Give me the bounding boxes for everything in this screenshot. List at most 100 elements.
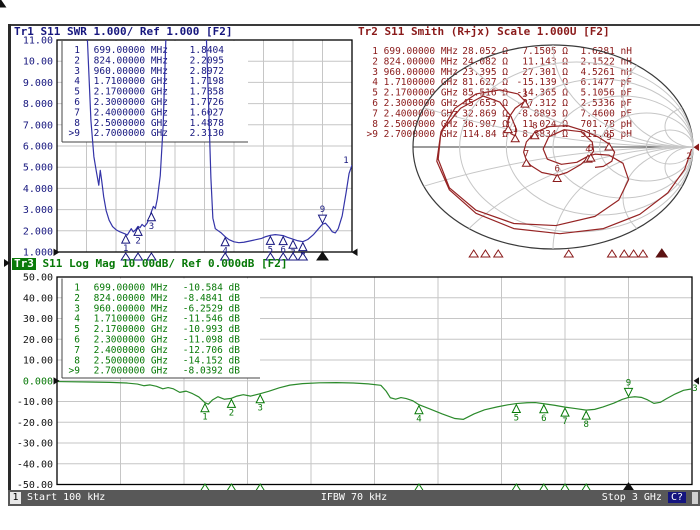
smith-marker-number: 2 (505, 116, 510, 126)
tr2-marker-row-cell: 1.7100000 GHz (384, 77, 458, 88)
stimulus-marker (618, 249, 630, 258)
smith-marker (604, 141, 614, 151)
tr1-marker-row-cell: 5 (74, 87, 80, 98)
trace-marker (511, 403, 522, 414)
trace2-title[interactable]: Tr2 S11 Smith (R+jx) Scale 1.000U [F2] (358, 25, 610, 38)
tr2-ref-arrow-icon (693, 143, 699, 151)
tr3-marker-row-cell: 6 (74, 335, 80, 346)
stimulus-marker (219, 252, 231, 261)
tr2-marker-row-cell: 4.5261 nH (581, 67, 633, 78)
trace-marker-number: 2 (229, 408, 234, 418)
tr1-y-tick: 11.00 (23, 36, 53, 47)
tr2-marker-row-cell: 85.516 Ω (462, 88, 508, 99)
tr1-marker-row-cell: 2.3000000 GHz (94, 97, 168, 108)
smith-marker (503, 124, 514, 134)
tr2-marker-row-cell: 81.627 Ω (462, 77, 508, 88)
channel-number[interactable]: 1 (10, 492, 21, 504)
trace-marker-number: 7 (562, 417, 567, 427)
stop-frequency-group: Stop 3 GHz C? (602, 492, 686, 504)
tr1-marker-row-cell: 6 (74, 97, 80, 108)
screen-left-border (8, 24, 11, 490)
trace1-title[interactable]: Tr1 S11 SWR 1.000/ Ref 1.000 [F2] (14, 25, 233, 38)
tr2-marker-row-cell: 11.143 Ω (522, 56, 568, 67)
tr1-marker-row-cell: 2.4000000 GHz (94, 107, 168, 118)
trace-marker (265, 235, 276, 245)
tr1-marker-row-cell: 699.00000 MHz (94, 45, 168, 56)
trace-marker-active (317, 214, 328, 225)
smith-marker-number: 6 (554, 165, 559, 175)
tr2-marker-row-cell: 511.85 pH (581, 129, 633, 140)
trace-marker-number: 3 (149, 222, 154, 232)
tr2-marker-row-cell: 2 (372, 56, 378, 67)
trace-marker-active (623, 387, 634, 398)
trace-marker-number: 3 (257, 404, 262, 414)
stimulus-marker (628, 249, 640, 258)
tr2-marker-row-cell: 27.301 Ω (522, 67, 568, 78)
trace-marker (298, 241, 308, 252)
tr2-marker-row-cell: 3 (372, 67, 378, 78)
tr2-marker-row-cell: 24.082 Ω (462, 56, 508, 67)
trace-marker (133, 226, 143, 236)
trace-marker-number: 2 (135, 236, 140, 246)
tr1-y-tick: 1.000 (23, 248, 53, 259)
tr2-marker-row-cell: -8.8893 Ω (517, 108, 569, 119)
tr2-marker-row-cell: 2.1522 nH (581, 56, 633, 67)
tr3-marker-row-cell: -10.584 dB (183, 283, 240, 294)
tr3-ref-arrow-icon (53, 377, 60, 385)
smith-resistance-circle (645, 129, 694, 165)
trace-marker (288, 239, 298, 249)
tr1-marker-row-cell: 2.3130 (190, 128, 225, 139)
tr2-marker-row-cell: 824.00000 MHz (384, 56, 458, 67)
tr3-marker-row-cell: 1.7100000 GHz (94, 314, 168, 325)
tr1-marker-table-bg (62, 41, 248, 142)
tr2-marker-row-cell: 7.4600 pF (581, 108, 633, 119)
tr3-marker-row-cell: 7 (74, 345, 80, 356)
tr2-marker-row-cell: 960.00000 MHz (384, 67, 458, 78)
tr3-y-tick: 30.00 (23, 314, 53, 325)
tr3-marker-row-cell: >9 (69, 366, 81, 377)
trace-marker (539, 403, 549, 414)
tr3-marker-table-bg (62, 278, 260, 378)
tr1-plot-border (56, 39, 353, 253)
tr3-marker-row-cell: 2.5000000 GHz (94, 355, 168, 366)
trace3-header[interactable]: Tr3 S11 Log Mag 10.00dB/ Ref 0.000dB [F2… (4, 258, 288, 270)
tr1-marker-row-cell: >9 (69, 128, 81, 139)
tr1-y-tick: 8.000 (23, 99, 53, 110)
tr3-marker-row-cell: 5 (74, 324, 80, 335)
tr1-trace-number: 1 (343, 156, 348, 166)
tr3-marker-row-cell: 2.7000000 GHz (94, 366, 168, 377)
trace-marker (560, 406, 570, 417)
smith-marker (520, 99, 530, 108)
tr3-marker-row-cell: -11.546 dB (183, 314, 240, 325)
tr1-marker-row-cell: 1.7726 (190, 97, 225, 108)
stimulus-marker (468, 249, 480, 258)
tr2-trace-number: 2 (686, 152, 691, 162)
tr1-marker-row-cell: 8 (74, 118, 80, 129)
smith-reactance-arc (664, 146, 693, 189)
tr1-marker-row-cell: 1.7198 (190, 76, 225, 87)
tr3-y-tick: -40.00 (17, 459, 53, 470)
trace-marker (414, 404, 424, 415)
trace-marker-number: 5 (514, 414, 519, 424)
tr1-marker-row-cell: 1.6027 (190, 107, 224, 118)
tr1-y-tick: 9.000 (23, 78, 53, 89)
trace-marker-number: 6 (280, 246, 285, 256)
stimulus-marker (145, 252, 157, 261)
smith-reactance-arc (664, 105, 693, 148)
status-end-mark (692, 492, 698, 504)
tr2-marker-row-cell: 4 (372, 77, 378, 88)
tr1-y-tick: 2.000 (23, 226, 53, 237)
stimulus-marker-active (655, 248, 669, 258)
smith-reactance-arc (622, 146, 693, 249)
tr3-y-tick: -10.00 (17, 397, 53, 408)
tr1-marker-row-cell: 4 (74, 76, 80, 87)
tr1-marker-row-cell: 2.7000000 GHz (94, 128, 168, 139)
tr2-marker-row-cell: 8.6834 Ω (522, 129, 568, 140)
tr1-y-tick: 5.000 (23, 163, 53, 174)
ifbw-label: IFBW 70 kHz (320, 492, 388, 503)
screen-top-border (8, 24, 700, 26)
tr3-marker-row-cell: 3 (74, 303, 80, 314)
smith-marker (510, 133, 521, 143)
tr1-y-tick: 10.00 (23, 57, 53, 68)
tr3-marker-row-cell: 2.1700000 GHz (94, 324, 168, 335)
